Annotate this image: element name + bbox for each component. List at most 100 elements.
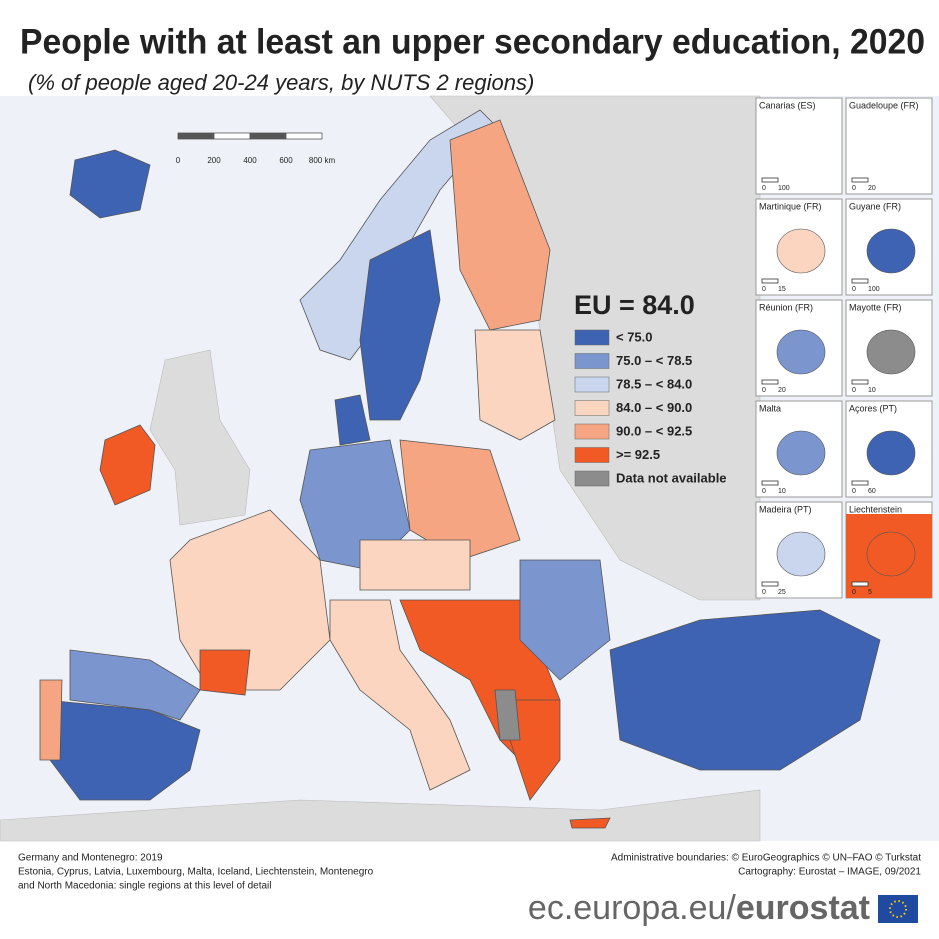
- scale-label: 0: [176, 156, 181, 165]
- region: [169, 509, 331, 691]
- inset-scale-label: 0: [852, 589, 856, 596]
- title: People with at least an upper secondary …: [20, 22, 925, 61]
- inset-scale-label: 100: [868, 286, 880, 293]
- inset-scale-label: 15: [778, 286, 786, 293]
- notes: Germany and Montenegro: 2019 Estonia, Cy…: [18, 853, 921, 892]
- inset-scale: [851, 480, 869, 486]
- scale-segment: [249, 132, 287, 140]
- inset-scale-label: 20: [778, 387, 786, 394]
- footer: ec.europa.eu/eurostat: [528, 889, 870, 927]
- inset-region: [776, 329, 826, 375]
- note: Cartography: Eurostat – IMAGE, 09/2021: [738, 867, 921, 878]
- legend-swatch: [574, 353, 610, 369]
- inset-scale-label: 0: [852, 286, 856, 293]
- inset-scale-label: 0: [762, 286, 766, 293]
- region: [494, 689, 521, 741]
- legend-label: Data not available: [616, 470, 727, 485]
- inset-scale: [761, 480, 779, 486]
- inset-scale: [761, 379, 779, 385]
- legend-swatch: [574, 329, 610, 346]
- inset-scale: [851, 278, 869, 284]
- inset-title: Guyane (FR): [849, 201, 901, 211]
- note: Germany and Montenegro: 2019: [18, 853, 163, 864]
- inset-frame: [845, 97, 933, 195]
- inset-region: [776, 228, 826, 274]
- legend-label: < 75.0: [616, 329, 653, 344]
- inset-title: Canarias (ES): [759, 100, 816, 110]
- inset-title: Réunion (FR): [759, 302, 813, 312]
- inset-scale-label: 10: [778, 488, 786, 495]
- inset-scale: [761, 581, 779, 587]
- footer-url: ec.europa.eu/: [528, 889, 736, 927]
- inset-scale-label: 25: [778, 589, 786, 596]
- legend-swatch: [574, 447, 610, 463]
- inset-title: Malta: [759, 403, 781, 413]
- region: [69, 149, 151, 219]
- scale-bar: 0 200 400 600 800 km: [176, 132, 335, 165]
- region: [99, 424, 156, 506]
- legend-swatch: [574, 376, 610, 393]
- legend-label: 78.5 – < 84.0: [616, 376, 692, 391]
- footer-brand: eurostat: [736, 889, 870, 927]
- inset-title: Martinique (FR): [759, 201, 822, 211]
- scale-segment: [177, 132, 215, 140]
- inset-scale-label: 0: [762, 488, 766, 495]
- eu-stars: [889, 900, 907, 918]
- region: [329, 599, 471, 791]
- note: Estonia, Cyprus, Latvia, Luxembourg, Mal…: [18, 867, 374, 878]
- legend-label: 84.0 – < 90.0: [616, 400, 692, 415]
- inset-scale: [761, 278, 779, 284]
- scale-label: 600: [279, 156, 293, 165]
- inset-region: [866, 531, 916, 577]
- scale-segment: [285, 132, 323, 140]
- scale-label: 400: [243, 156, 257, 165]
- region: [39, 679, 63, 761]
- inset-region: [866, 430, 916, 476]
- inset-scale-label: 0: [852, 387, 856, 394]
- inset-title: Liechtenstein: [849, 504, 902, 514]
- legend: EU = 84.0 < 75.0 75.0 – < 78.5 78.5 – < 84.…: [574, 290, 727, 487]
- inset-title: Guadeloupe (FR): [849, 100, 919, 110]
- inset-region: [866, 329, 916, 375]
- legend-label: 75.0 – < 78.5: [616, 353, 692, 368]
- inset-scale-label: 10: [868, 387, 876, 394]
- region: [569, 817, 611, 829]
- inset-scale-label: 60: [868, 488, 876, 495]
- region: [609, 609, 881, 771]
- region: [44, 699, 201, 801]
- legend-label: 90.0 – < 92.5: [616, 423, 692, 438]
- region: [334, 394, 371, 446]
- eu-flag: [878, 895, 918, 923]
- legend-swatch: [574, 400, 610, 416]
- inset-region: [776, 531, 826, 577]
- legend-label: >= 92.5: [616, 447, 660, 462]
- inset-title: Madeira (PT): [759, 504, 812, 514]
- inset-scale: [851, 177, 869, 183]
- note: Administrative boundaries: © EuroGeograp…: [611, 853, 921, 864]
- region: [399, 439, 521, 561]
- scale-segment: [213, 132, 251, 140]
- region: [474, 329, 556, 441]
- inset-scale-label: 0: [762, 185, 766, 192]
- inset-scale-label: 0: [762, 387, 766, 394]
- inset-region: [866, 228, 916, 274]
- note: and North Macedonia: single regions at t…: [18, 881, 271, 892]
- inset-scale-label: 20: [868, 185, 876, 192]
- legend-swatch: [574, 423, 610, 440]
- region: [69, 649, 201, 721]
- legend-swatch: [574, 470, 610, 487]
- inset-scale-label: 100: [778, 185, 790, 192]
- inset-scale-label: 0: [852, 488, 856, 495]
- inset-scale: [851, 379, 869, 385]
- africa: [0, 789, 761, 842]
- region: [449, 119, 551, 331]
- map: [0, 95, 881, 842]
- inset-scale: [851, 581, 869, 587]
- inset-scale-label: 0: [852, 185, 856, 192]
- region: [359, 539, 471, 591]
- subtitle: (% of people aged 20-24 years, by NUTS 2…: [28, 70, 534, 95]
- inset-scale-label: 5: [868, 589, 872, 596]
- inset-scale-label: 0: [762, 589, 766, 596]
